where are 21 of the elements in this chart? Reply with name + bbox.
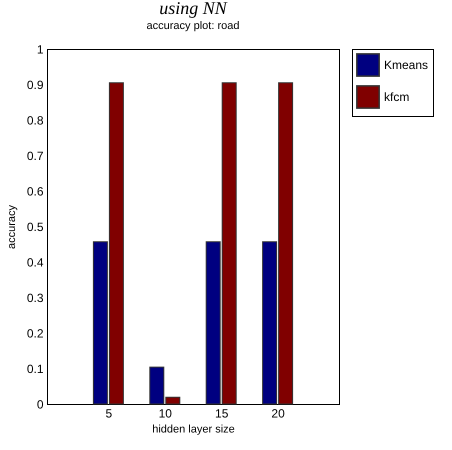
- legend-label: kfcm: [384, 90, 410, 104]
- y-tick-label: 0.1: [26, 362, 44, 376]
- x-tick-label: 5: [106, 406, 113, 420]
- legend-label: Kmeans: [384, 58, 428, 72]
- y-tick-label: 0.9: [26, 78, 44, 92]
- y-tick-label: 0.8: [26, 114, 44, 128]
- chart-subtitle: accuracy plot: road: [146, 20, 240, 32]
- y-tick-label: 0.5: [26, 220, 44, 234]
- y-tick-label: 1: [36, 42, 44, 56]
- y-tick-label: 0.2: [26, 326, 44, 340]
- chart-title: using NN: [159, 0, 228, 18]
- x-tick-label: 15: [215, 406, 229, 420]
- y-tick-label: 0.7: [26, 149, 44, 163]
- x-tick-label: 10: [158, 406, 172, 420]
- y-tick-label: 0: [36, 398, 44, 412]
- x-tick-label: 20: [271, 406, 286, 420]
- y-tick-label: 0.3: [26, 291, 44, 305]
- y-tick-label: 0.4: [26, 256, 44, 270]
- y-axis-title: accuracy: [6, 204, 18, 250]
- x-axis-title: hidden layer size: [152, 424, 235, 436]
- y-tick-label: 0.6: [26, 184, 44, 198]
